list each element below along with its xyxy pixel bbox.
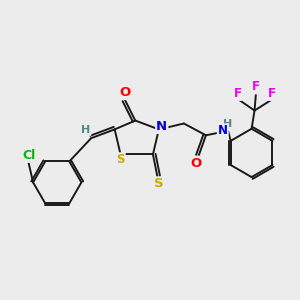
Text: S: S bbox=[116, 153, 125, 166]
Text: H: H bbox=[81, 125, 90, 135]
Text: F: F bbox=[252, 80, 260, 94]
Text: S: S bbox=[154, 177, 164, 190]
Text: F: F bbox=[234, 87, 242, 100]
Text: O: O bbox=[119, 86, 130, 99]
Text: Cl: Cl bbox=[22, 149, 35, 162]
Text: N: N bbox=[156, 120, 167, 133]
Text: F: F bbox=[268, 87, 276, 100]
Text: O: O bbox=[190, 157, 201, 170]
Text: H: H bbox=[224, 119, 233, 129]
Text: N: N bbox=[218, 124, 228, 137]
